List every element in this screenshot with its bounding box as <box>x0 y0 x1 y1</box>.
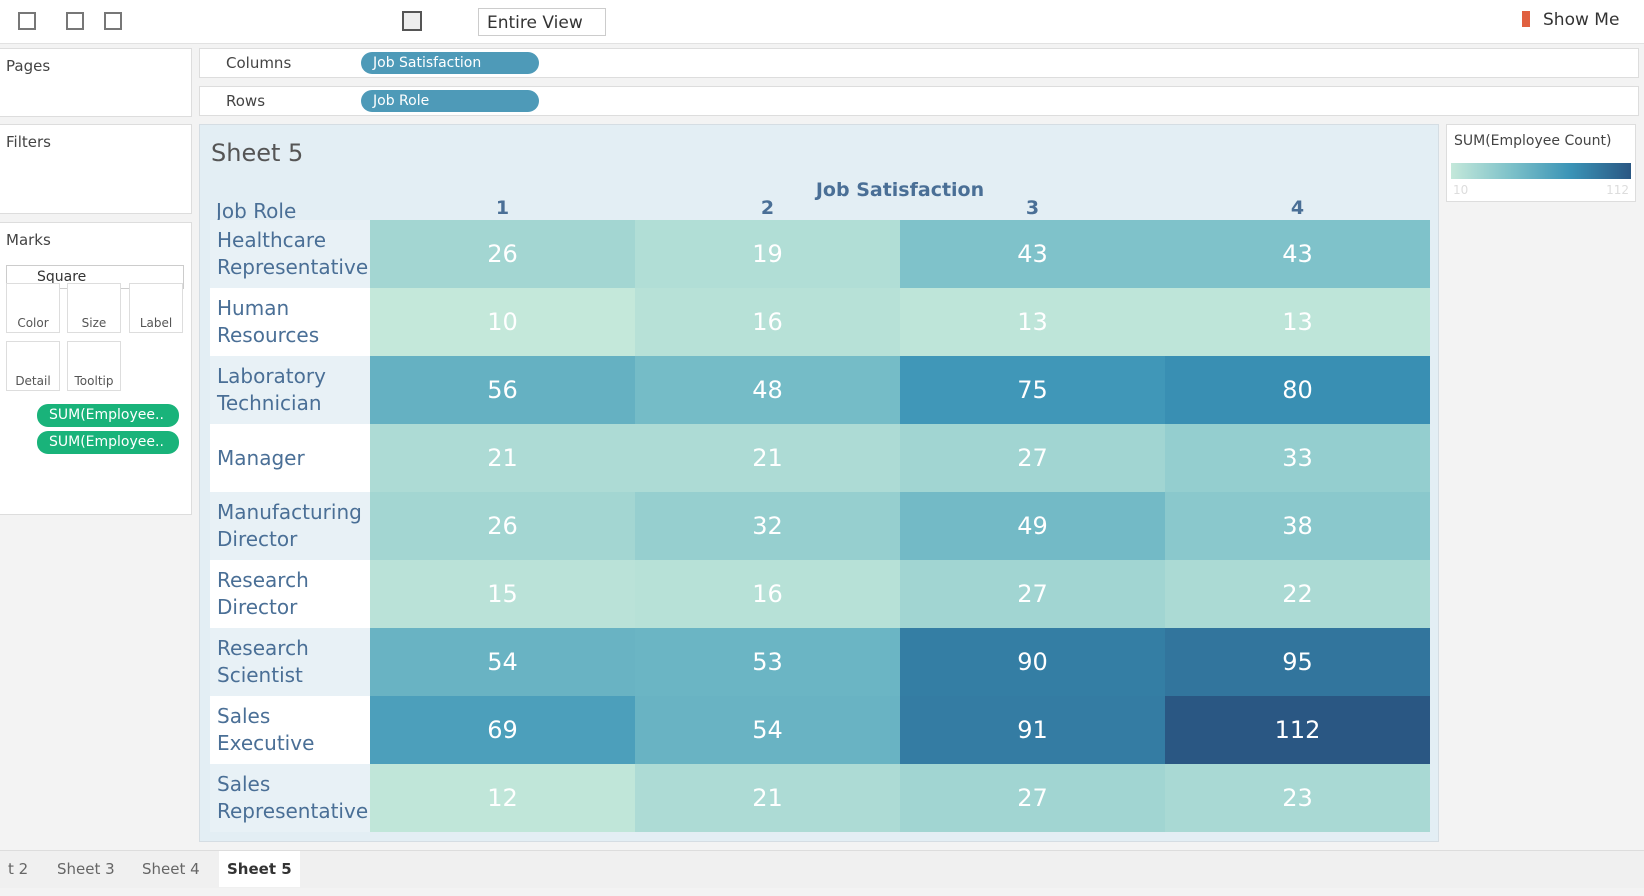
shelf-label: Rows <box>226 92 266 110</box>
sheet-tabs: t 2 Sheet 3 Sheet 4 Sheet 5 <box>0 850 1644 888</box>
heatmap-cell: 26 <box>370 492 635 560</box>
row-header: Research Scientist <box>210 628 370 696</box>
mark-button[interactable]: Color <box>6 283 60 333</box>
mark-button[interactable]: Label <box>129 283 183 333</box>
heatmap-cell: 90 <box>900 628 1165 696</box>
fit-dropdown[interactable]: Entire View <box>478 8 606 36</box>
heatmap-cell: 112 <box>1165 696 1430 764</box>
heatmap-cell: 21 <box>635 424 900 492</box>
show-me-icon <box>1522 11 1530 27</box>
sheet: Sheet 5 Job Satisfaction Job Role 1 2 3 4 He… <box>199 124 1439 842</box>
heatmap-cell: 80 <box>1165 356 1430 424</box>
pages-card: Pages <box>0 48 192 117</box>
icon[interactable] <box>104 12 122 30</box>
heatmap-cell: 32 <box>635 492 900 560</box>
shelf-label: Columns <box>226 54 292 72</box>
row-header: Sales Representative <box>210 764 370 832</box>
column-header: 4 <box>1290 197 1305 219</box>
pill[interactable]: Job Satisfaction <box>361 52 539 74</box>
heatmap-cell: 33 <box>1165 424 1430 492</box>
heatmap-cell: 27 <box>900 764 1165 832</box>
sheet-tab[interactable]: Sheet 5 <box>219 851 300 887</box>
heatmap-cell: 91 <box>900 696 1165 764</box>
heatmap-cell: 13 <box>1165 288 1430 356</box>
pages-title: Pages <box>6 57 51 75</box>
heatmap-cell: 43 <box>1165 220 1430 288</box>
heatmap-cell: 15 <box>370 560 635 628</box>
column-header: 3 <box>1025 197 1040 219</box>
marks-title: Marks <box>6 231 51 249</box>
heatmap-cell: 23 <box>1165 764 1430 832</box>
legend-title: SUM(Employee Count) <box>1454 133 1612 149</box>
heatmap-cell: 54 <box>635 696 900 764</box>
heatmap-cell: 10 <box>370 288 635 356</box>
pill[interactable]: Job Role <box>361 90 539 112</box>
heatmap-cell: 75 <box>900 356 1165 424</box>
mark-button[interactable]: Detail <box>6 341 60 391</box>
sheet-tab[interactable]: t 2 <box>8 860 29 878</box>
row-header: Manager <box>210 424 370 492</box>
column-header: 2 <box>760 197 775 219</box>
heatmap-cell: 21 <box>370 424 635 492</box>
heatmap-cell: 38 <box>1165 492 1430 560</box>
row-header: Human Resources <box>210 288 370 356</box>
heatmap-cell: 48 <box>635 356 900 424</box>
mark-button[interactable]: Tooltip <box>67 341 121 391</box>
heatmap-cell: 27 <box>900 560 1165 628</box>
mark-pill[interactable]: SUM(Employee.. <box>37 404 179 427</box>
sheet-title: Sheet 5 <box>211 139 304 167</box>
columns-shelf: Columns Job Satisfaction <box>199 48 1639 78</box>
heatmap-cell: 69 <box>370 696 635 764</box>
icon[interactable] <box>18 12 36 30</box>
filters-title: Filters <box>6 133 51 151</box>
heatmap-cell: 95 <box>1165 628 1430 696</box>
row-header: Laboratory Technician <box>210 356 370 424</box>
show-me[interactable]: Show Me <box>1543 10 1620 30</box>
y-axis-title: Job Role <box>216 199 297 223</box>
heatmap-cell: 19 <box>635 220 900 288</box>
icon[interactable] <box>66 12 84 30</box>
mark-button[interactable]: Size <box>67 283 121 333</box>
heatmap-cell: 12 <box>370 764 635 832</box>
icon[interactable] <box>402 11 422 31</box>
heatmap-cell: 56 <box>370 356 635 424</box>
heatmap-cell: 49 <box>900 492 1165 560</box>
heatmap-cell: 16 <box>635 288 900 356</box>
legend-max: 112 <box>1606 183 1629 197</box>
column-header: 1 <box>495 197 510 219</box>
heatmap-cell: 13 <box>900 288 1165 356</box>
heatmap-cell: 21 <box>635 764 900 832</box>
color-ramp <box>1451 163 1631 179</box>
filters-card: Filters <box>0 124 192 214</box>
row-header: Research Director <box>210 560 370 628</box>
toolbar: Entire View Show Me <box>0 0 1644 44</box>
color-legend: SUM(Employee Count) 10 112 <box>1446 124 1636 202</box>
heatmap-cell: 53 <box>635 628 900 696</box>
sheet-tab[interactable]: Sheet 3 <box>57 860 115 878</box>
rows-shelf: Rows Job Role <box>199 86 1639 116</box>
sheet-tab[interactable]: Sheet 4 <box>142 860 200 878</box>
heatmap-cell: 43 <box>900 220 1165 288</box>
heatmap-cell: 16 <box>635 560 900 628</box>
heatmap-cell: 22 <box>1165 560 1430 628</box>
heatmap-cell: 26 <box>370 220 635 288</box>
heatmap-cell: 54 <box>370 628 635 696</box>
x-axis-title: Job Satisfaction <box>815 179 985 201</box>
marks-card: Marks Square Color Size Label Detail Tooltip… <box>0 222 192 515</box>
legend-min: 10 <box>1453 183 1469 197</box>
row-header: Manufacturing Director <box>210 492 370 560</box>
row-header: Healthcare Representative <box>210 220 370 288</box>
heatmap-cell: 27 <box>900 424 1165 492</box>
row-header: Sales Executive <box>210 696 370 764</box>
mark-pill[interactable]: SUM(Employee.. <box>37 431 179 454</box>
